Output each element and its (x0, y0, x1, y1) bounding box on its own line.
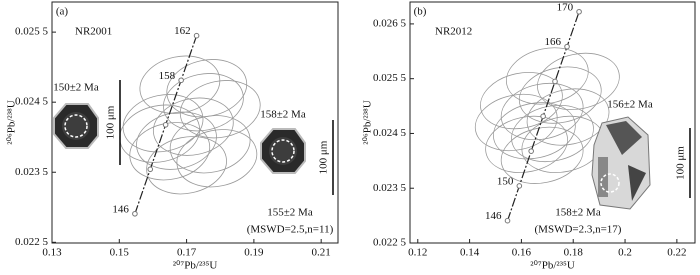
y-axis-title: ²⁰⁶Pb/²³⁸U (6, 100, 18, 145)
x-tick-label: 0.22 (667, 247, 686, 259)
error-ellipse (537, 52, 620, 110)
concordia-age-point (162, 122, 169, 128)
error-ellipse (179, 80, 261, 139)
sample-name: NR2012 (435, 26, 472, 38)
error-ellipse (480, 72, 563, 130)
error-ellipse (176, 129, 258, 188)
error-ellipse (500, 126, 584, 184)
x-tick-label: 0.17 (177, 247, 197, 259)
age-label: 162 (174, 25, 191, 37)
chart-panel: 146 150 166 170 0.12 0.14 0.16 0.18 0.2 0.22 0.022… (362, 1, 696, 272)
age-annotation: 158±2 Ma (555, 207, 601, 219)
error-ellipse (122, 94, 204, 153)
y-tick-label: 0.022 5 (15, 236, 49, 248)
concordia-age-point (193, 32, 200, 39)
y-tick-label: 0.025 5 (373, 72, 407, 84)
chart-panel: 146 158 162 0.13 0.15 0.17 0.19 0.21 0.022 5 0.02… (6, 1, 339, 272)
inset-age: 156±2 Ma (607, 99, 653, 111)
scale-label: 100 μm (105, 105, 117, 139)
inset-age: 150±2 Ma (53, 82, 99, 94)
analysis-spot (271, 139, 295, 163)
analysis-spot (600, 173, 620, 193)
error-ellipse (518, 66, 602, 124)
scale-label: 100 μm (675, 146, 687, 180)
error-ellipse (163, 73, 244, 132)
concordia-age-point (576, 8, 582, 15)
error-ellipse (169, 115, 251, 174)
x-tick-label: 0.18 (564, 247, 584, 259)
error-ellipse (485, 115, 568, 173)
age-label: 150 (497, 175, 514, 187)
age-label: 146 (485, 210, 502, 222)
concordia-age-point (504, 217, 511, 224)
error-ellipse (136, 111, 217, 170)
analysis-spot (64, 114, 88, 138)
concordia-age-point (528, 148, 534, 154)
error-ellipse (505, 47, 589, 105)
y-tick-label: 0.023 5 (373, 182, 407, 194)
zircon-zone (628, 165, 646, 201)
error-ellipse (500, 83, 584, 141)
x-tick-label: 0.19 (244, 247, 264, 259)
error-ellipse (119, 104, 200, 163)
zircon-core (269, 137, 297, 165)
x-tick-label: 0.2 (618, 247, 632, 259)
age-label: 158 (159, 70, 176, 82)
zircon-zone (598, 157, 608, 197)
x-tick-label: 0.21 (312, 247, 331, 259)
x-axis-title: ²⁰⁷Pb/²³⁵U (530, 260, 575, 272)
x-tick-label: 0.16 (512, 247, 532, 259)
concordia-age-point (147, 166, 154, 173)
concordia-age-point (132, 210, 138, 217)
plot-frame (409, 1, 696, 244)
y-axis-title: ²⁰⁶Pb/²³⁸U (362, 100, 374, 145)
y-tick-label: 0.024 5 (373, 127, 407, 139)
error-ellipse (526, 88, 610, 146)
age-annotation: (MSWD=2.5,n=11) (247, 224, 334, 236)
concordia-age-point (564, 43, 570, 50)
error-ellipse (493, 102, 576, 160)
zircon-core (62, 112, 90, 140)
error-ellipse (146, 136, 227, 195)
sample-name: NR2001 (75, 26, 112, 38)
y-tick-label: 0.022 5 (373, 237, 407, 249)
x-tick-label: 0.15 (110, 247, 130, 259)
plot-frame (51, 1, 339, 244)
age-label: 166 (545, 36, 562, 48)
age-label: 170 (557, 1, 574, 13)
inset-age: 158±2 Ma (260, 109, 306, 121)
x-tick-label: 0.13 (42, 247, 62, 259)
age-label: 146 (112, 203, 129, 215)
concordia-age-point (552, 78, 558, 85)
panel-label: (a) (56, 6, 69, 18)
panel-label: (b) (414, 6, 427, 18)
x-tick-label: 0.12 (408, 247, 427, 259)
concordia-age-point (178, 77, 184, 84)
zircon-zone (606, 121, 642, 155)
y-tick-label: 0.023 5 (15, 166, 49, 178)
y-tick-label: 0.025 5 (15, 26, 49, 38)
x-tick-label: 0.14 (460, 247, 480, 259)
concordia-age-point (516, 183, 523, 189)
y-tick-label: 0.026 5 (373, 17, 407, 29)
age-annotation: 155±2 Ma (267, 207, 313, 219)
y-tick-label: 0.024 5 (15, 96, 49, 108)
age-annotation: (MSWD=2.3,n=17) (535, 224, 622, 236)
x-axis-title: ²⁰⁷Pb/²³⁵U (173, 260, 218, 272)
concordia-age-point (540, 113, 546, 120)
scale-label: 100 μm (318, 140, 330, 174)
